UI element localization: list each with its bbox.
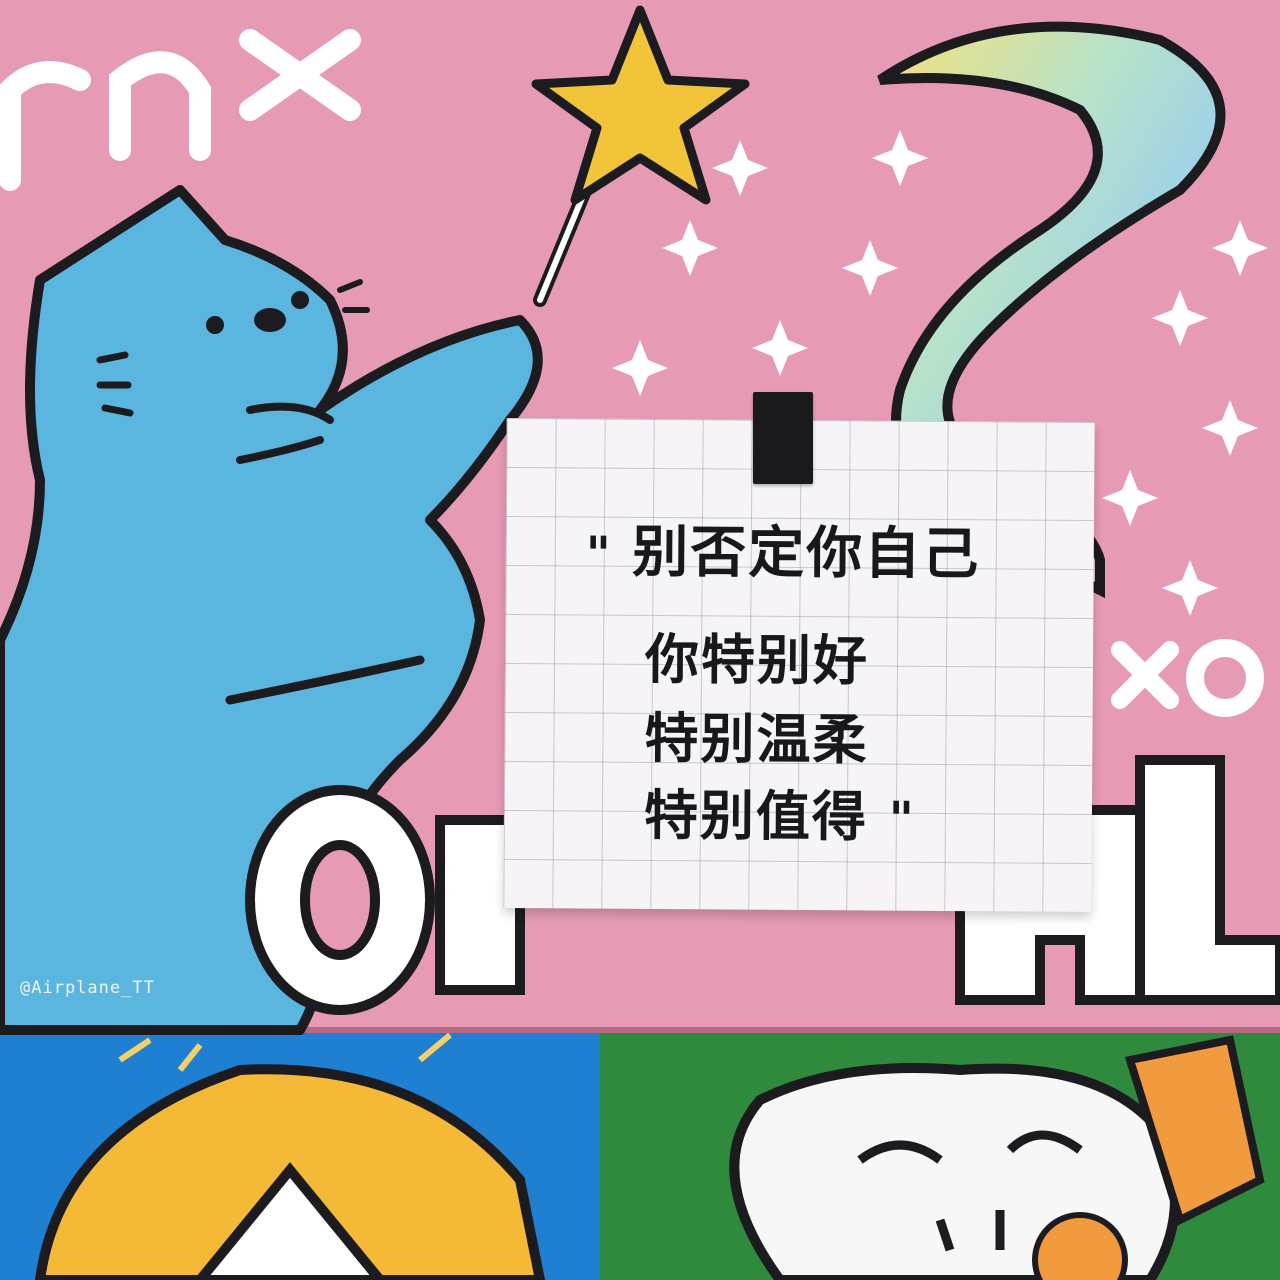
xo-letters bbox=[1111, 639, 1264, 717]
close-quote: " bbox=[888, 791, 914, 848]
note-text-4: 特别值得 bbox=[643, 783, 869, 849]
watermark-text: @Airplane_TT bbox=[20, 978, 155, 998]
star-wand-icon bbox=[531, 5, 750, 307]
note-line-4: 特别值得 " bbox=[644, 771, 914, 852]
sparkle-icon bbox=[612, 130, 1268, 616]
yellow-hair-character bbox=[34, 1032, 546, 1280]
note-text-1: 别否定你自己 bbox=[632, 519, 981, 588]
open-quote: " bbox=[585, 526, 611, 583]
top-left-letters bbox=[0, 29, 361, 191]
sticky-note: " 别否定你自己 你特别好 特别温柔 特别值得 " bbox=[503, 417, 1095, 913]
black-tape bbox=[753, 392, 813, 484]
note-line-3: 特别温柔 bbox=[644, 706, 869, 772]
cat-illustration bbox=[0, 185, 543, 1035]
note-line-2: 你特别好 bbox=[644, 627, 870, 693]
white-face-character bbox=[729, 1035, 1265, 1280]
note-line-1: " 别否定你自己 bbox=[586, 507, 981, 591]
